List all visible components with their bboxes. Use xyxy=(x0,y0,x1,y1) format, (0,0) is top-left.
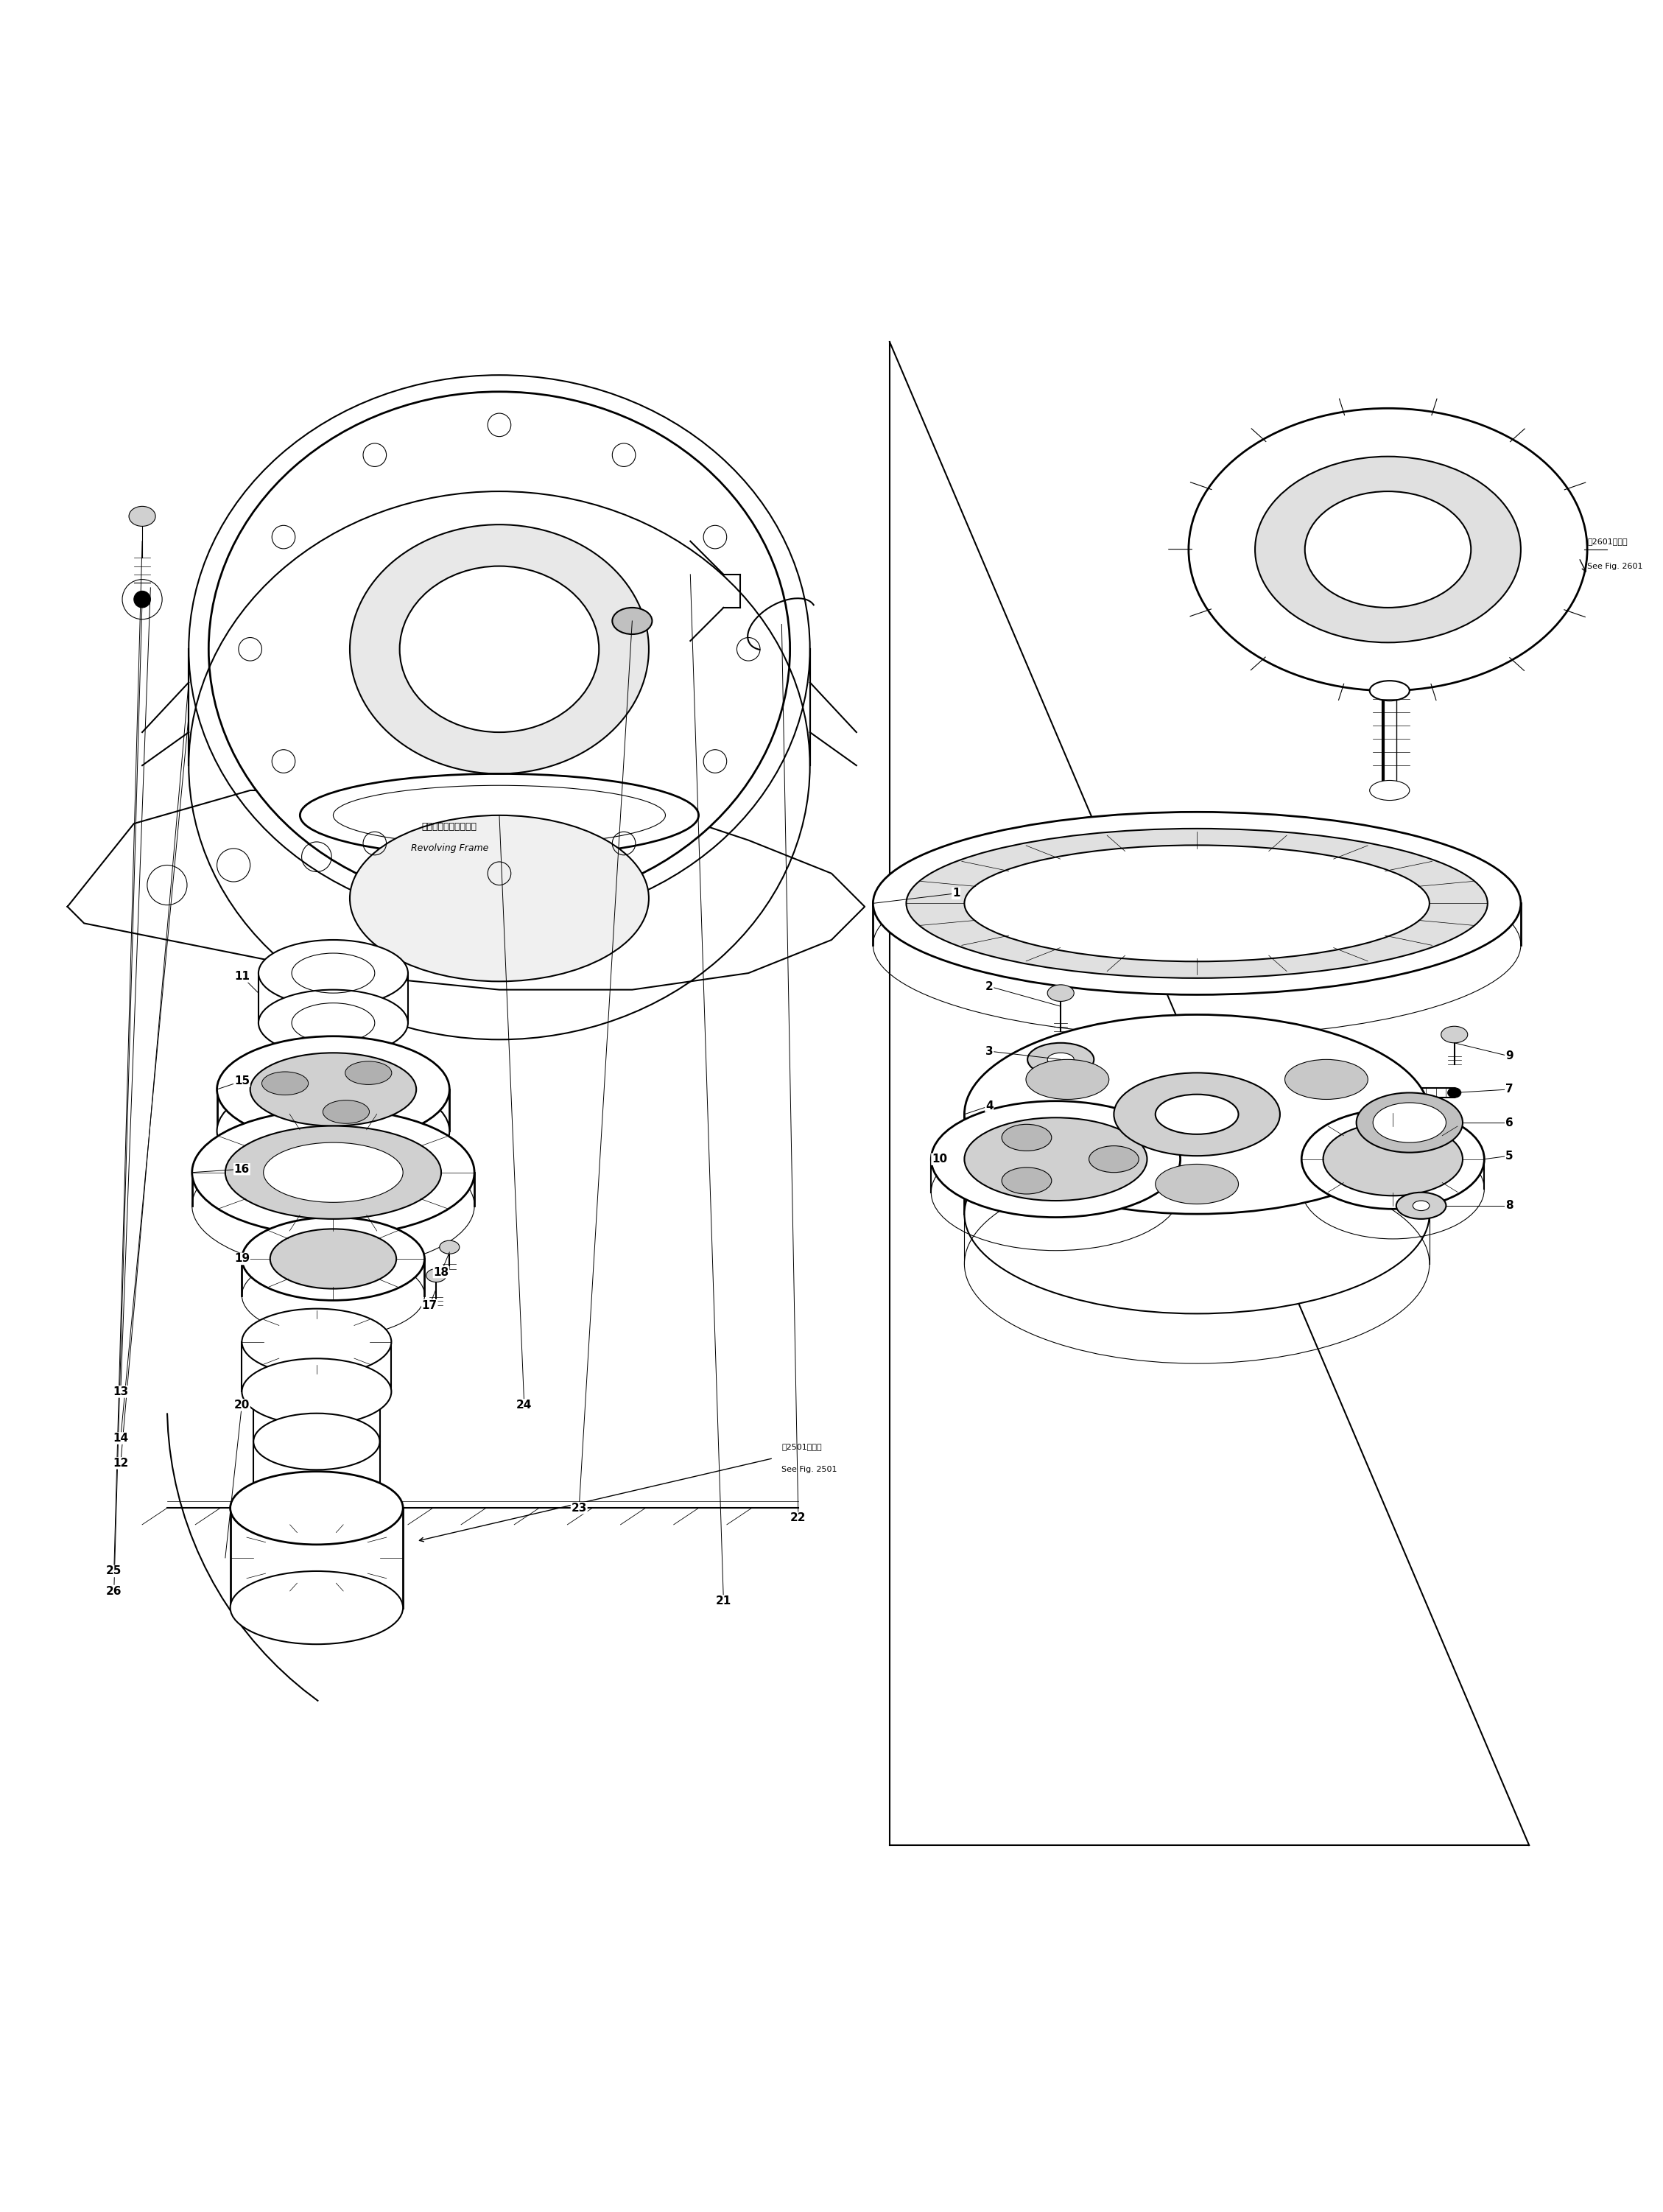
Circle shape xyxy=(135,591,151,608)
Ellipse shape xyxy=(1156,1164,1239,1203)
Ellipse shape xyxy=(261,1073,308,1095)
Text: 第2501図参照: 第2501図参照 xyxy=(782,1442,822,1451)
Ellipse shape xyxy=(965,1115,1430,1314)
Ellipse shape xyxy=(249,1053,416,1126)
Ellipse shape xyxy=(1302,1110,1485,1210)
Ellipse shape xyxy=(191,1110,474,1237)
Ellipse shape xyxy=(1370,781,1410,801)
Text: 3: 3 xyxy=(986,1046,993,1057)
Ellipse shape xyxy=(130,507,156,526)
Ellipse shape xyxy=(258,940,407,1006)
Ellipse shape xyxy=(1156,1095,1239,1135)
Ellipse shape xyxy=(1370,681,1410,701)
Ellipse shape xyxy=(258,989,407,1055)
Text: 9: 9 xyxy=(1505,1051,1513,1062)
Ellipse shape xyxy=(1001,1124,1051,1150)
Ellipse shape xyxy=(1442,1026,1468,1042)
Ellipse shape xyxy=(965,1015,1430,1214)
Ellipse shape xyxy=(323,1099,369,1124)
Ellipse shape xyxy=(1256,456,1520,641)
Text: 13: 13 xyxy=(113,1387,128,1398)
Text: 22: 22 xyxy=(790,1513,807,1524)
Ellipse shape xyxy=(1089,1146,1139,1172)
Ellipse shape xyxy=(1397,1192,1447,1219)
Ellipse shape xyxy=(269,1230,396,1290)
Ellipse shape xyxy=(349,524,649,774)
Ellipse shape xyxy=(1305,491,1472,608)
Ellipse shape xyxy=(612,608,652,635)
Text: 6: 6 xyxy=(1505,1117,1513,1128)
Ellipse shape xyxy=(1114,1073,1281,1157)
Text: 20: 20 xyxy=(234,1400,249,1411)
Ellipse shape xyxy=(346,1062,392,1084)
Ellipse shape xyxy=(1026,1060,1109,1099)
Ellipse shape xyxy=(906,830,1488,978)
Ellipse shape xyxy=(216,1077,449,1183)
Text: 12: 12 xyxy=(113,1458,128,1469)
Ellipse shape xyxy=(1189,409,1587,690)
Text: Revolving Frame: Revolving Frame xyxy=(411,843,489,854)
Text: See Fig. 2601: See Fig. 2601 xyxy=(1587,562,1643,571)
Ellipse shape xyxy=(208,392,790,907)
Ellipse shape xyxy=(349,816,649,982)
Ellipse shape xyxy=(241,1217,424,1301)
Ellipse shape xyxy=(225,1126,441,1219)
Text: 4: 4 xyxy=(986,1102,993,1110)
Text: 第2601図参照: 第2601図参照 xyxy=(1587,538,1628,544)
Ellipse shape xyxy=(253,1480,379,1537)
Ellipse shape xyxy=(263,1144,402,1203)
Ellipse shape xyxy=(241,1358,391,1425)
Ellipse shape xyxy=(1374,1102,1447,1144)
Text: See Fig. 2501: See Fig. 2501 xyxy=(782,1467,836,1473)
Ellipse shape xyxy=(426,1270,446,1283)
Ellipse shape xyxy=(241,1310,391,1376)
Ellipse shape xyxy=(1048,1053,1074,1066)
Ellipse shape xyxy=(1001,1168,1051,1194)
Text: 8: 8 xyxy=(1505,1201,1513,1212)
Text: 26: 26 xyxy=(106,1586,121,1597)
Ellipse shape xyxy=(965,1117,1147,1201)
Ellipse shape xyxy=(439,1241,459,1254)
Ellipse shape xyxy=(399,566,599,732)
Ellipse shape xyxy=(1357,1093,1463,1152)
Ellipse shape xyxy=(873,812,1520,995)
Ellipse shape xyxy=(1048,984,1074,1002)
Text: レボルビングフレーム: レボルビングフレーム xyxy=(422,823,477,832)
Ellipse shape xyxy=(1324,1124,1463,1197)
Ellipse shape xyxy=(253,1413,379,1469)
Text: 25: 25 xyxy=(106,1566,121,1577)
Ellipse shape xyxy=(216,1035,449,1144)
Text: 18: 18 xyxy=(434,1267,449,1279)
Text: 5: 5 xyxy=(1505,1150,1513,1161)
Text: 14: 14 xyxy=(113,1433,128,1444)
Ellipse shape xyxy=(1285,1060,1369,1099)
Text: 11: 11 xyxy=(234,971,249,982)
Text: 23: 23 xyxy=(570,1502,587,1513)
Text: 7: 7 xyxy=(1505,1084,1513,1095)
Ellipse shape xyxy=(1028,1042,1094,1075)
Text: 17: 17 xyxy=(422,1301,437,1312)
Ellipse shape xyxy=(1448,1088,1462,1097)
Ellipse shape xyxy=(965,845,1430,962)
Text: 19: 19 xyxy=(234,1254,249,1265)
Text: 10: 10 xyxy=(931,1155,948,1166)
Text: 21: 21 xyxy=(715,1595,732,1606)
Text: 1: 1 xyxy=(953,887,960,898)
Ellipse shape xyxy=(1414,1201,1430,1210)
Ellipse shape xyxy=(229,1471,402,1544)
Text: 2: 2 xyxy=(986,980,993,991)
Text: 24: 24 xyxy=(516,1400,532,1411)
Text: 15: 15 xyxy=(234,1075,249,1086)
Ellipse shape xyxy=(931,1102,1181,1217)
Ellipse shape xyxy=(229,1571,402,1644)
Text: 16: 16 xyxy=(234,1164,249,1175)
